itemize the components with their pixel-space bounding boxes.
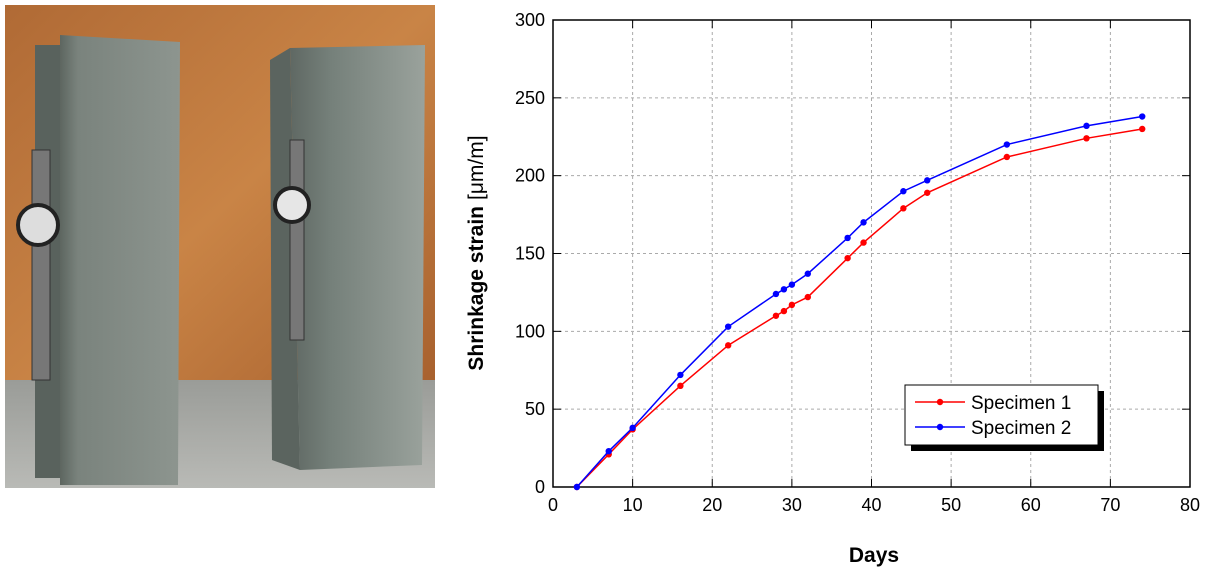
- data-point: [844, 234, 851, 242]
- data-point: [924, 177, 931, 184]
- data-point: [780, 307, 788, 315]
- legend-label: Specimen 1: [971, 393, 1071, 414]
- data-point: [677, 382, 684, 390]
- series-line: [576, 128, 1143, 488]
- data-point: [1003, 141, 1011, 148]
- data-point: [1003, 153, 1011, 161]
- photo: [5, 5, 435, 488]
- y-axis-label: Shrinkage strain [μm/m]: [465, 135, 488, 370]
- x-tick-label: 30: [782, 495, 802, 515]
- data-point: [605, 447, 612, 455]
- y-tick-label: 200: [515, 166, 545, 186]
- data-point: [788, 301, 796, 309]
- x-tick-label: 20: [702, 495, 722, 515]
- data-point: [900, 188, 907, 195]
- legend-box: [904, 384, 1099, 446]
- legend-marker: [936, 398, 944, 406]
- y-axis-label-unit: [μm/m]: [465, 135, 488, 200]
- data-point: [629, 424, 636, 432]
- x-tick-label: 0: [548, 495, 558, 515]
- data-point: [924, 189, 931, 196]
- data-point: [724, 342, 732, 349]
- x-tick-label: 40: [861, 495, 881, 515]
- legend-marker: [936, 423, 944, 431]
- legend-label: Specimen 2: [971, 418, 1071, 439]
- data-point: [844, 254, 851, 262]
- data-point: [724, 323, 732, 330]
- x-tick-label: 50: [941, 495, 961, 515]
- y-tick-label: 50: [525, 399, 545, 419]
- data-point: [677, 371, 684, 379]
- y-tick-label: 0: [535, 477, 545, 497]
- data-point: [860, 239, 867, 246]
- data-point: [1139, 125, 1146, 133]
- data-point: [1139, 113, 1146, 120]
- y-axis-label-main: Shrinkage strain: [465, 206, 488, 371]
- x-tick-label: 60: [1021, 495, 1041, 515]
- data-point: [573, 483, 581, 491]
- y-tick-label: 100: [515, 321, 545, 341]
- data-point: [1083, 135, 1090, 142]
- y-tick-label: 150: [515, 244, 545, 264]
- series-line: [576, 115, 1143, 488]
- x-tick-label: 80: [1180, 495, 1200, 515]
- y-tick-label: 250: [515, 88, 545, 108]
- data-point: [804, 293, 811, 301]
- x-tick-label: 70: [1100, 495, 1120, 515]
- data-point: [900, 205, 907, 212]
- x-axis-label: Days: [849, 544, 899, 567]
- data-point: [860, 219, 867, 226]
- plot-frame: [552, 19, 1191, 488]
- y-tick-label: 300: [515, 10, 545, 30]
- data-point: [780, 286, 788, 293]
- data-point: [804, 270, 811, 277]
- legend: Specimen 1 Specimen 2: [904, 384, 1104, 451]
- data-point: [772, 312, 780, 319]
- x-tick-label: 10: [623, 495, 643, 515]
- data-point: [788, 281, 796, 288]
- data-point: [772, 290, 780, 298]
- data-point: [1083, 122, 1090, 130]
